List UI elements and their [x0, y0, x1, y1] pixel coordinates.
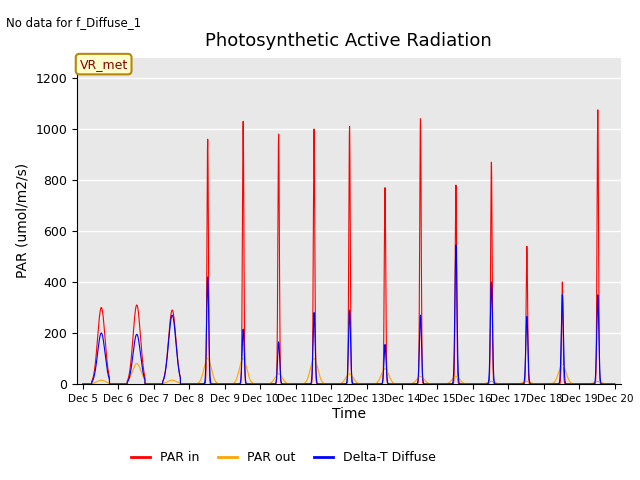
PAR in [483, 381, 490, 387]
Delta-T Diffuse [452, 242, 460, 248]
Delta-T Diffuse [79, 381, 86, 387]
PAR in [382, 250, 390, 256]
PAR in [79, 381, 86, 387]
PAR out [179, 381, 187, 387]
Delta-T Diffuse [168, 314, 175, 320]
X-axis label: Time: Time [332, 407, 366, 420]
PAR out [204, 356, 212, 361]
Delta-T Diffuse [273, 376, 280, 382]
PAR out [273, 372, 280, 378]
Text: No data for f_Diffuse_1: No data for f_Diffuse_1 [6, 16, 141, 29]
Delta-T Diffuse [382, 349, 390, 355]
PAR out [611, 381, 619, 387]
Delta-T Diffuse [179, 381, 187, 387]
Y-axis label: PAR (umol/m2/s): PAR (umol/m2/s) [15, 163, 29, 278]
PAR out [483, 380, 490, 386]
PAR in [325, 381, 333, 387]
PAR in [179, 381, 187, 387]
Title: Photosynthetic Active Radiation: Photosynthetic Active Radiation [205, 33, 492, 50]
PAR in [611, 381, 619, 387]
Text: VR_met: VR_met [79, 58, 128, 71]
Legend: PAR in, PAR out, Delta-T Diffuse: PAR in, PAR out, Delta-T Diffuse [126, 446, 441, 469]
Line: PAR out: PAR out [83, 359, 615, 384]
PAR out [325, 381, 333, 387]
PAR out [79, 381, 86, 387]
Delta-T Diffuse [325, 381, 333, 387]
Line: PAR in: PAR in [83, 110, 615, 384]
Line: Delta-T Diffuse: Delta-T Diffuse [83, 245, 615, 384]
PAR in [168, 309, 175, 314]
Delta-T Diffuse [483, 381, 490, 387]
PAR in [273, 377, 280, 383]
Delta-T Diffuse [611, 381, 619, 387]
PAR in [594, 107, 602, 113]
PAR out [168, 377, 175, 383]
PAR out [382, 366, 390, 372]
